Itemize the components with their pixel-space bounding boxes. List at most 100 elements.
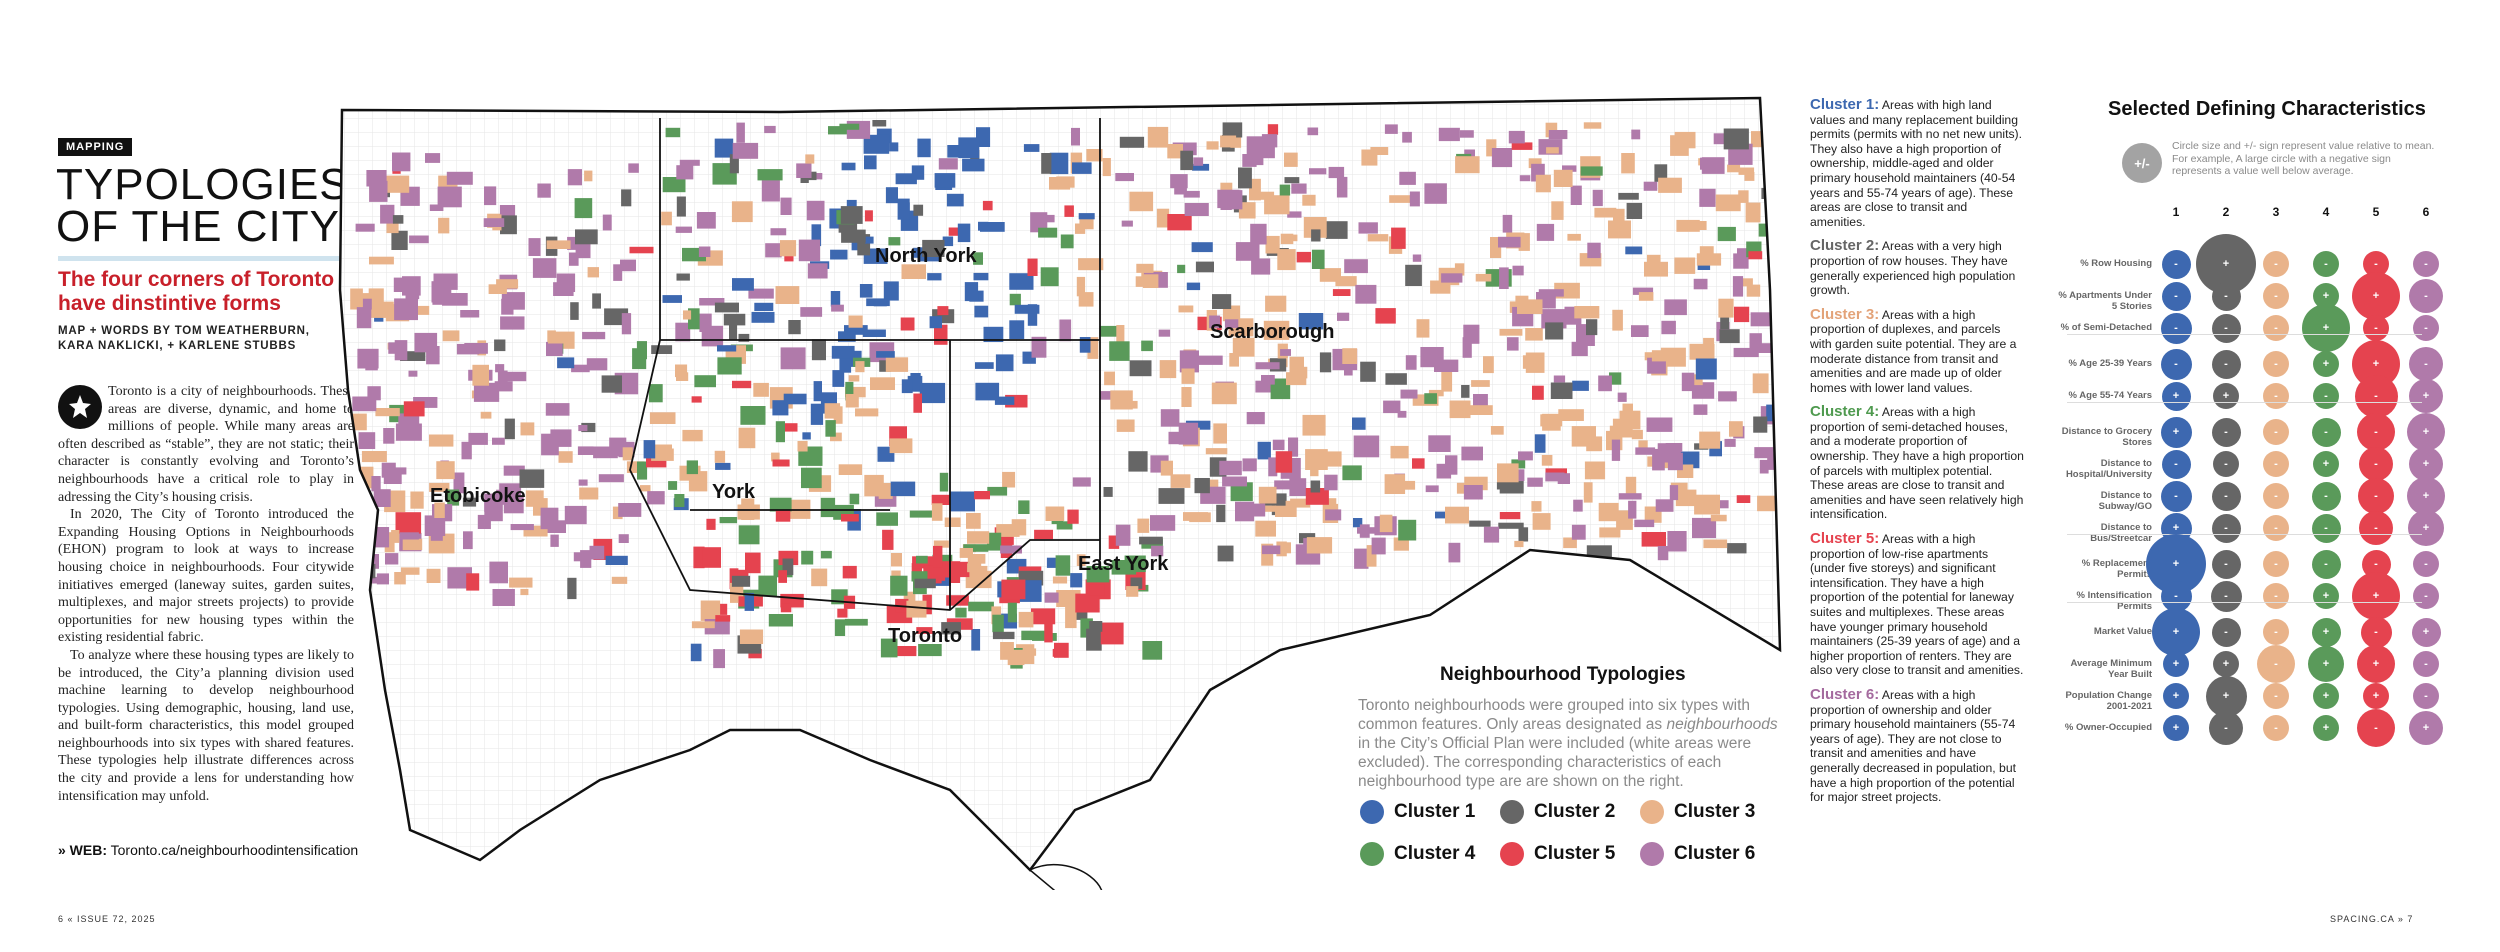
neighbourhood-patch xyxy=(873,299,887,307)
neighbourhood-patch xyxy=(460,310,480,318)
neighbourhood-patch xyxy=(1737,248,1749,257)
neighbourhood-patch xyxy=(800,307,823,317)
matrix-row-label: % Age 25-39 Years xyxy=(2068,358,2152,369)
neighbourhood-patch xyxy=(1235,242,1260,261)
neighbourhood-patch xyxy=(1545,322,1564,340)
neighbourhood-patch xyxy=(676,196,686,217)
neighbourhood-patch xyxy=(528,238,541,256)
neighbourhood-patch xyxy=(1076,276,1086,297)
neighbourhood-patch xyxy=(578,479,588,486)
neighbourhood-patch xyxy=(383,428,395,444)
neighbourhood-patch xyxy=(744,592,754,611)
neighbourhood-patch xyxy=(1070,573,1083,588)
matrix-bubble: - xyxy=(2263,515,2289,541)
headline-line-1: TYPOLOGIES xyxy=(56,160,350,209)
neighbourhood-patch xyxy=(1060,234,1074,249)
neighbourhood-patch xyxy=(395,423,422,441)
neighbourhood-patch xyxy=(828,126,852,135)
neighbourhood-patch xyxy=(1054,642,1069,658)
neighbourhood-patch xyxy=(797,441,808,452)
matrix-bubble: - xyxy=(2161,281,2191,311)
neighbourhood-patch xyxy=(883,281,899,301)
neighbourhood-patch xyxy=(1335,276,1357,287)
neighbourhood-patch xyxy=(780,347,806,370)
neighbourhood-patch xyxy=(602,214,612,231)
neighbourhood-patch xyxy=(1136,263,1154,273)
characteristics-note: Circle size and +/- sign represent value… xyxy=(2172,140,2435,177)
neighbourhood-patch xyxy=(621,189,632,207)
neighbourhood-patch xyxy=(1344,366,1353,376)
neighbourhood-patch xyxy=(1209,315,1221,329)
neighbourhood-patch xyxy=(1375,308,1396,324)
neighbourhood-patch xyxy=(1586,319,1598,336)
matrix-bubble: + xyxy=(2313,451,2339,477)
neighbourhood-patch xyxy=(1631,325,1649,337)
neighbourhood-patch xyxy=(1000,545,1022,554)
neighbourhood-patch xyxy=(577,446,594,455)
neighbourhood-patch xyxy=(863,134,890,154)
neighbourhood-patch xyxy=(1455,156,1480,174)
neighbourhood-patch xyxy=(532,258,557,278)
neighbourhood-patch xyxy=(1397,410,1407,418)
neighbourhood-patch xyxy=(927,273,942,281)
neighbourhood-patch xyxy=(845,381,854,401)
neighbourhood-patch xyxy=(1518,233,1530,251)
matrix-row-label: % Owner-Occupied xyxy=(2064,722,2152,733)
neighbourhood-patch xyxy=(1736,495,1751,503)
neighbourhood-patch xyxy=(1087,337,1099,359)
neighbourhood-patch xyxy=(1399,171,1416,185)
neighbourhood-patch xyxy=(913,247,928,258)
matrix-bubble: - xyxy=(2413,315,2439,341)
neighbourhood-patch xyxy=(975,362,994,369)
neighbourhood-patch xyxy=(564,505,587,525)
neighbourhood-patch xyxy=(1754,447,1774,459)
neighbourhood-patch xyxy=(957,223,971,243)
neighbourhood-patch xyxy=(1213,423,1227,444)
neighbourhood-patch xyxy=(748,288,774,299)
neighbourhood-patch xyxy=(1469,520,1491,527)
neighbourhood-patch xyxy=(1599,527,1621,538)
neighbourhood-patch xyxy=(1475,273,1492,282)
neighbourhood-patch xyxy=(557,357,575,369)
neighbourhood-patch xyxy=(582,331,606,340)
city-boundary xyxy=(338,96,1782,872)
matrix-bubble: + xyxy=(2407,413,2445,451)
neighbourhood-patch xyxy=(1167,144,1183,159)
neighbourhood-patch xyxy=(885,187,898,204)
neighbourhood-patch xyxy=(643,440,656,459)
neighbourhood-patch xyxy=(394,298,418,321)
neighbourhood-patch xyxy=(1634,519,1655,528)
cluster-text: Areas with a high proportion of duplexes… xyxy=(1810,307,2017,395)
legend-swatch xyxy=(1640,800,1664,824)
headline-line-2: OF THE CITY xyxy=(56,202,340,251)
neighbourhood-patch xyxy=(368,288,384,303)
neighbourhood-patch xyxy=(992,614,1004,633)
neighbourhood-patch xyxy=(987,532,1002,551)
neighbourhood-patch xyxy=(1412,458,1425,469)
web-url[interactable]: Toronto.ca/neighbourhoodintensification xyxy=(110,842,359,858)
neighbourhood-patch xyxy=(496,279,519,289)
neighbourhood-patch xyxy=(1638,292,1654,301)
matrix-bubble: - xyxy=(2263,551,2289,577)
neighbourhood-patch xyxy=(1263,320,1290,340)
matrix-bubble: - xyxy=(2311,513,2341,543)
matrix-row-label: Distance to Bus/Streetcar xyxy=(2090,522,2152,544)
web-link[interactable]: » WEB: Toronto.ca/neighbourhoodintensifi… xyxy=(58,842,358,858)
neighbourhood-patch xyxy=(1748,251,1763,260)
matrix-bubble: - xyxy=(2263,283,2289,309)
neighbourhood-patch xyxy=(691,621,715,629)
legend-swatch xyxy=(1500,842,1524,866)
matrix-row-label: % Replacement Permits xyxy=(2081,558,2152,580)
neighbourhood-patch xyxy=(1752,373,1769,394)
neighbourhood-patch xyxy=(732,278,754,291)
neighbourhood-patch xyxy=(1044,623,1053,643)
neighbourhood-patch xyxy=(753,382,769,397)
neighbourhood-patch xyxy=(570,302,579,320)
neighbourhood-patch xyxy=(1178,422,1199,445)
neighbourhood-patch xyxy=(1499,267,1509,289)
neighbourhood-patch xyxy=(938,158,958,170)
neighbourhood-patch xyxy=(402,538,423,551)
neighbourhood-patch xyxy=(1078,258,1104,271)
neighbourhood-patch xyxy=(738,525,760,545)
neighbourhood-patch xyxy=(798,239,821,262)
